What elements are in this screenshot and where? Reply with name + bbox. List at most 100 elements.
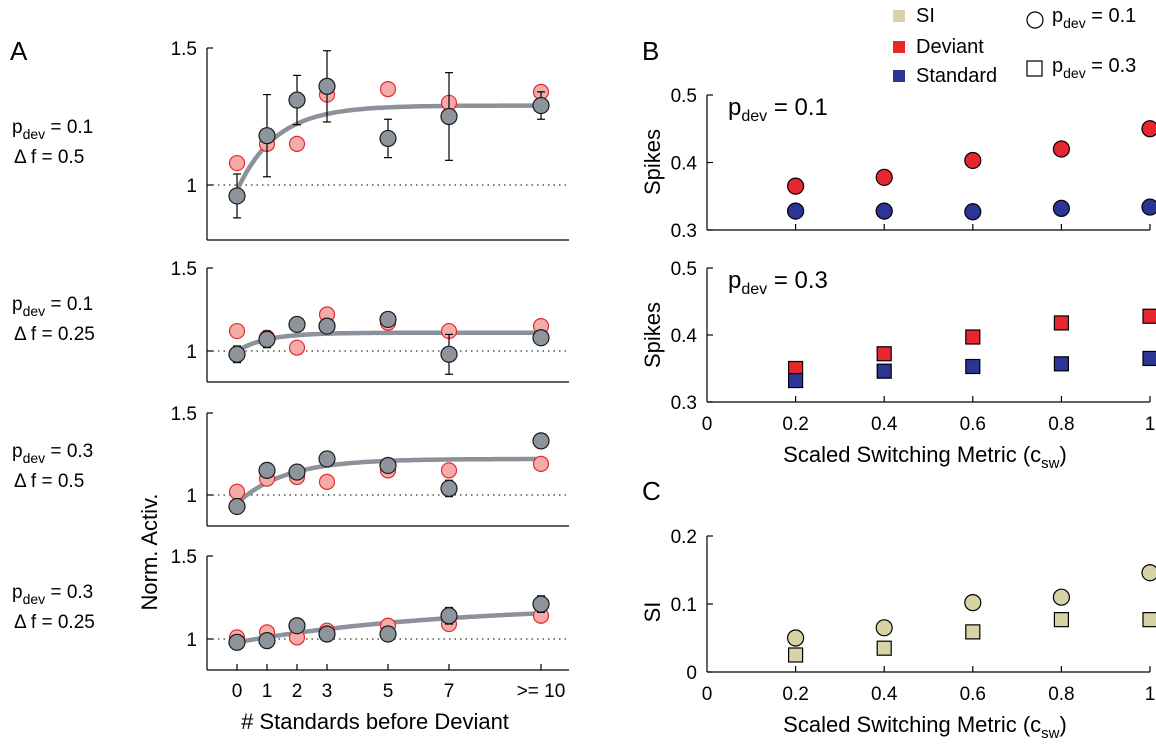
- pdev-value: 0.3: [67, 582, 93, 603]
- activity-marker: [288, 91, 306, 109]
- legend-square-marker: [1026, 60, 1043, 77]
- row-label-pdev: pdev = 0.3: [12, 441, 93, 466]
- standard-marker: [875, 202, 893, 220]
- pdev-eq: =: [45, 582, 67, 603]
- x-tick-label: 0.8: [1048, 414, 1074, 435]
- deviant-marker: [964, 151, 982, 170]
- panel-a-row-2: 11.5: [171, 259, 569, 383]
- panel-a: 11.511.511.511.50 1 2 3 5 7 >= 10: [171, 39, 569, 702]
- activity-marker: [318, 317, 336, 335]
- activity-marker: [258, 127, 276, 145]
- pdev-sub: dev: [23, 450, 46, 466]
- row-labels: pdev = 0.1 Δ f = 0.5 pdev = 0.1 Δ f = 0.25 p…: [12, 117, 95, 633]
- panel-b: 0.3 0.4 0.5 0.3 0.4 0.5 0 0.2 0.4 0.6 0.8 1: [671, 86, 1156, 435]
- deviant-marker: [876, 346, 892, 362]
- pdev-sub: dev: [23, 303, 46, 319]
- x-tick-label: 0: [702, 684, 713, 705]
- y-tick-label: 1.5: [171, 39, 197, 60]
- panel-b-xlabel-close: ): [1060, 442, 1067, 467]
- pdev-eq: =: [45, 117, 67, 138]
- row-label-pdev: pdev = 0.1: [12, 294, 93, 319]
- panel-c-xlabel-sub: sw: [1041, 725, 1060, 742]
- y-tick-label: 0.1: [671, 595, 697, 616]
- si-circle-marker: [1052, 588, 1071, 606]
- panel-a-row-4: 11.5: [171, 547, 569, 671]
- deviant-marker: [1052, 140, 1071, 158]
- legend-deviant-swatch: [893, 41, 905, 53]
- legend-value: 0.3: [1109, 55, 1137, 77]
- si-circle-marker: [786, 629, 805, 647]
- x-tick-label: 0.4: [871, 414, 898, 435]
- panel-c-xlabel-main: Scaled Switching Metric (c: [783, 712, 1041, 737]
- x-tick-label: 3: [322, 681, 333, 702]
- activity-marker: [318, 77, 336, 95]
- legend-p: p: [1052, 55, 1063, 77]
- activity-marker: [440, 345, 458, 363]
- panel-c-xlabel: Scaled Switching Metric (csw): [783, 712, 1067, 742]
- pdev-value: 0.1: [67, 294, 93, 315]
- fit-curve: [234, 103, 544, 193]
- y-tick-label: 1.5: [171, 404, 197, 425]
- panel-b-top: 0.3 0.4 0.5: [671, 86, 1156, 242]
- row-label-df: Δ f = 0.5: [14, 471, 84, 492]
- pdev-eq: =: [767, 267, 794, 294]
- panel-letter-c: C: [642, 476, 661, 506]
- deviant-marker: [532, 455, 550, 472]
- df-value: 0.25: [58, 612, 95, 633]
- activity-marker: [440, 479, 458, 498]
- activity-marker: [532, 595, 550, 613]
- x-tick-label: 7: [444, 681, 455, 702]
- activity-marker: [288, 617, 306, 635]
- row-label-df: Δ f = 0.25: [14, 612, 95, 633]
- x-tick-label: 0: [232, 681, 243, 702]
- activity-marker: [228, 633, 246, 651]
- y-tick-label: 1: [186, 630, 197, 651]
- activity-marker: [288, 315, 306, 334]
- pdev-p: p: [728, 267, 741, 294]
- legend-value: 0.1: [1109, 5, 1137, 27]
- x-tick-label: 0.6: [960, 414, 986, 435]
- df-prefix: Δ f =: [14, 147, 58, 168]
- x-tick-label: 0.2: [782, 414, 808, 435]
- x-tick-label: 0.8: [1048, 684, 1074, 705]
- df-prefix: Δ f =: [14, 471, 58, 492]
- activity-marker: [532, 329, 550, 347]
- activity-marker: [379, 310, 397, 329]
- row-label-pdev: pdev = 0.1: [12, 117, 93, 142]
- legend-circle-label: pdev = 0.1: [1052, 5, 1136, 31]
- legend-square-label: pdev = 0.3: [1052, 55, 1136, 81]
- legend-sub: dev: [1063, 15, 1086, 31]
- x-tick-label: 0: [702, 414, 713, 435]
- row-label-pdev: pdev = 0.3: [12, 582, 93, 607]
- deviant-marker: [875, 168, 893, 186]
- standard-marker: [1142, 350, 1156, 367]
- x-tick-label: 0.4: [871, 684, 898, 705]
- pdev-value: 0.3: [67, 441, 93, 462]
- si-circle-marker: [1141, 564, 1156, 582]
- standard-marker: [876, 363, 892, 379]
- si-square-marker: [1142, 612, 1156, 628]
- y-tick-label: 1: [186, 486, 197, 507]
- legend-p: p: [1052, 5, 1063, 27]
- si-square-marker: [787, 647, 804, 663]
- deviant-marker: [1142, 308, 1156, 324]
- y-tick-label: 1.5: [171, 547, 197, 568]
- standard-marker: [786, 202, 805, 220]
- y-tick-label: 0.5: [671, 259, 697, 280]
- si-square-marker: [965, 624, 981, 640]
- deviant-marker: [228, 322, 246, 340]
- pdev-eq: =: [45, 441, 67, 462]
- x-tick-label: >= 10: [517, 681, 566, 702]
- y-tick-label: 0.3: [671, 221, 697, 242]
- legend-si-swatch: [893, 10, 905, 22]
- deviant-marker: [228, 154, 246, 172]
- y-tick-label: 0.4: [671, 154, 698, 175]
- deviant-marker: [288, 135, 306, 152]
- pdev-p: p: [728, 94, 741, 121]
- panel-a-row-1: 11.5: [171, 39, 569, 241]
- activity-marker: [379, 129, 397, 148]
- pdev-value: 0.1: [795, 94, 828, 121]
- panel-b-bottom-pdev-label: pdev = 0.3: [728, 267, 828, 298]
- deviant-marker: [440, 462, 458, 479]
